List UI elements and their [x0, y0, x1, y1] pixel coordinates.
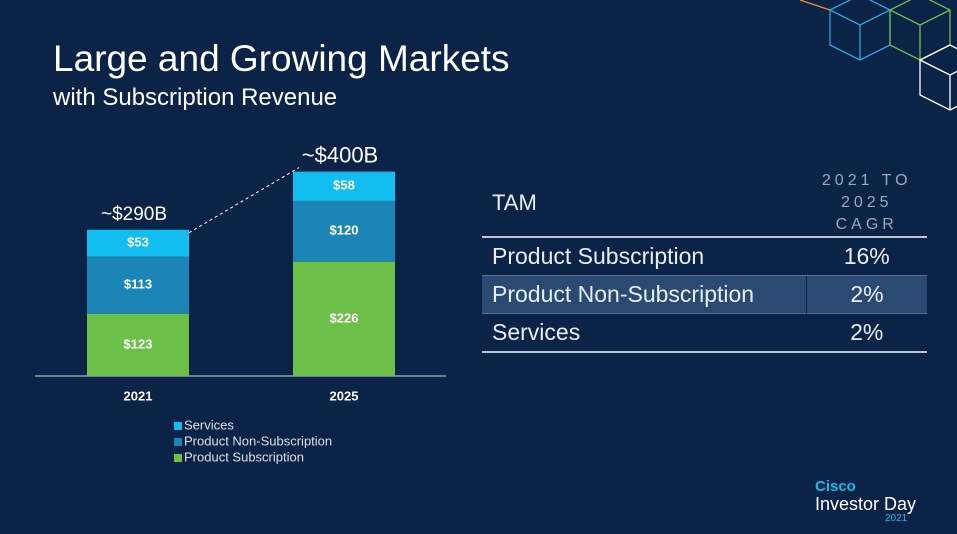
legend-swatch [174, 454, 182, 462]
table: TAM 2021 TO 2025 CAGR Product Subscripti… [482, 170, 927, 353]
bar-segment [87, 313, 189, 376]
legend-label: Services [184, 417, 234, 432]
event-year: 2021 [885, 513, 908, 524]
table-cell: Services [482, 313, 807, 353]
cube-decoration [799, 0, 957, 111]
total-annotation: ~$290B [101, 204, 167, 225]
value-label: $120 [330, 223, 359, 238]
table-cell: Product Non-Subscription [482, 275, 807, 314]
title: Large and Growing Markets [53, 38, 510, 79]
bar-segment [293, 261, 395, 376]
value-label: $113 [124, 277, 152, 292]
value-label: $226 [330, 310, 359, 325]
total-annotation: ~$400B [302, 142, 378, 167]
subtitle: with Subscription Revenue [53, 84, 338, 111]
bar-segment [293, 200, 395, 262]
legend-swatch [174, 422, 182, 430]
value-label: $53 [127, 235, 149, 250]
value-label: $123 [124, 336, 153, 351]
legend-label: Product Non-Subscription [184, 433, 332, 448]
legend-label: Product Subscription [184, 449, 304, 464]
x-tick-label: 2025 [330, 388, 359, 403]
value-label: $58 [333, 178, 355, 193]
table-cell: 2% [806, 313, 927, 353]
chart: $123 $113 $53 2021 ~$290B $226 $120 $58 2025 ~$40… [35, 142, 446, 464]
bar-segment [87, 229, 189, 257]
bar-segment [87, 256, 189, 314]
x-tick-label: 2021 [124, 388, 153, 403]
brand: Cisco [815, 478, 856, 495]
legend-swatch [174, 438, 182, 446]
event: Investor Day [815, 494, 917, 514]
table-cell: Product Subscription [482, 236, 807, 276]
table-cell: 2% [806, 275, 927, 314]
table-header: 2021 TO 2025 CAGR [821, 172, 912, 233]
connector [188, 167, 300, 234]
bar-segment [293, 171, 395, 201]
table-cell: 16% [806, 236, 927, 276]
table-header: TAM [492, 190, 537, 215]
